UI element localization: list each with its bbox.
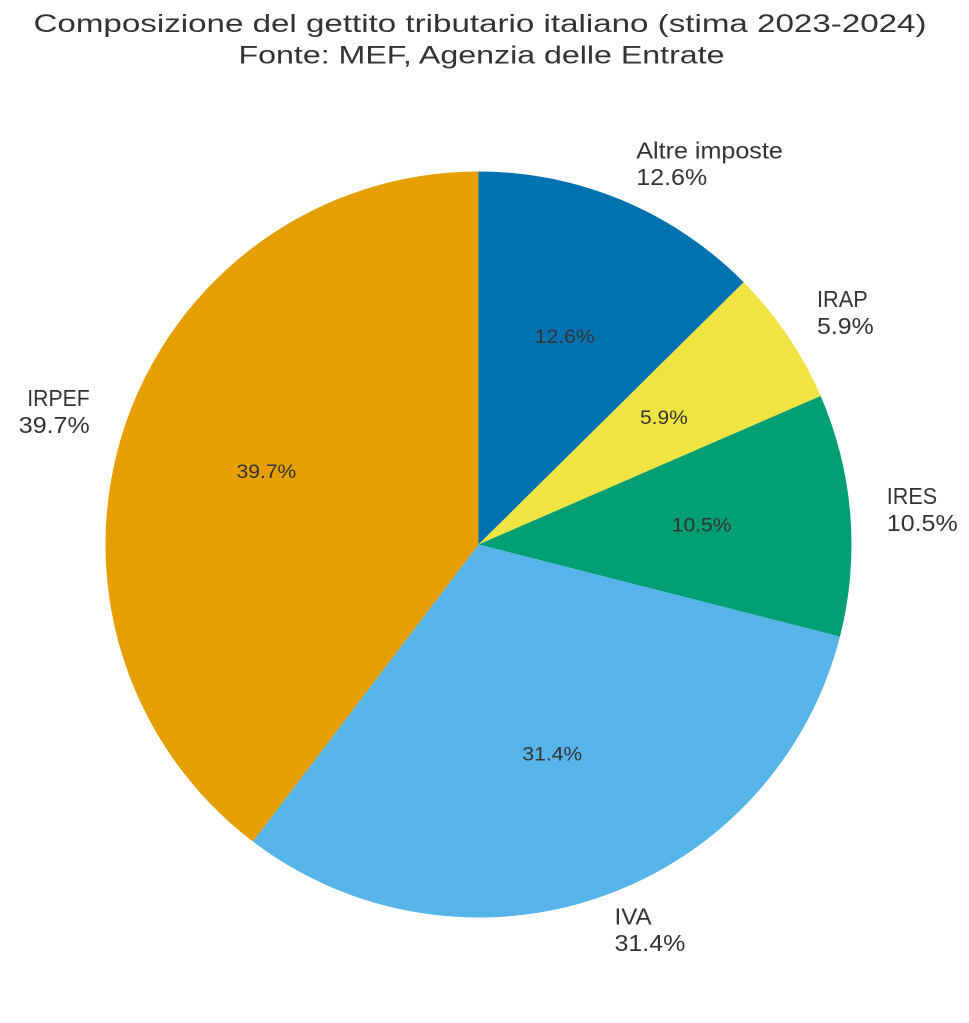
svg-text:Composizione del gettito tribu: Composizione del gettito tributario ital… <box>34 10 927 38</box>
svg-text:10.5%: 10.5% <box>672 515 732 537</box>
svg-text:IRPEF: IRPEF <box>27 385 89 411</box>
svg-text:5.9%: 5.9% <box>817 313 874 339</box>
svg-text:IRAP: IRAP <box>817 286 868 312</box>
svg-text:39.7%: 39.7% <box>19 412 90 438</box>
svg-text:IRES: IRES <box>887 483 937 509</box>
svg-text:5.9%: 5.9% <box>640 407 688 429</box>
svg-text:39.7%: 39.7% <box>237 461 297 483</box>
svg-text:Fonte: MEF, Agenzia delle Entr: Fonte: MEF, Agenzia delle Entrate <box>239 42 725 70</box>
svg-text:31.4%: 31.4% <box>522 744 582 766</box>
svg-text:12.6%: 12.6% <box>636 164 707 190</box>
svg-text:IVA: IVA <box>615 903 652 929</box>
svg-text:31.4%: 31.4% <box>615 930 686 956</box>
svg-text:12.6%: 12.6% <box>535 326 595 348</box>
svg-text:10.5%: 10.5% <box>887 510 958 536</box>
svg-text:Altre imposte: Altre imposte <box>636 137 783 163</box>
